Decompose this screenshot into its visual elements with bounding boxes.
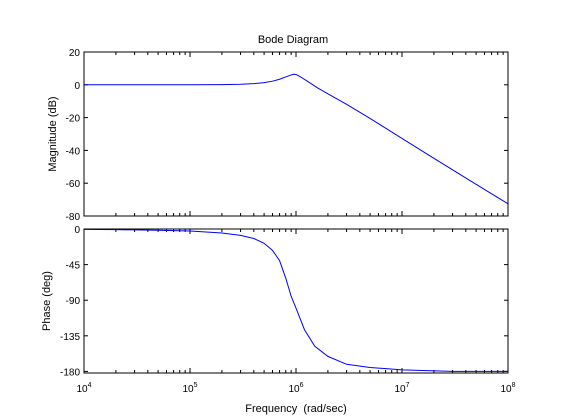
tick-exponent: 8: [512, 382, 516, 389]
magnitude-plot: 20 0 -20 -40 -60 -80 Magnitude (dB): [47, 48, 509, 223]
magnitude-y-tick-labels: 20 0 -20 -40 -60 -80: [66, 48, 81, 223]
phase-plot-frame: [83, 228, 509, 374]
magnitude-plot-area: [84, 52, 508, 216]
phase-plot-area: [84, 229, 508, 373]
phase-series-line: [83, 228, 508, 372]
magnitude-plot-frame: [83, 51, 509, 217]
tick-exponent: 5: [194, 382, 198, 389]
magnitude-y-tick-label: -20: [66, 114, 81, 125]
magnitude-y-axis-label: Magnitude (dB): [47, 96, 59, 171]
tick-base: 10: [182, 384, 194, 395]
tick-base: 10: [394, 384, 406, 395]
phase-y-tick-labels: 0 -45 -90 -135 -180: [60, 225, 80, 378]
tick-base: 10: [500, 384, 512, 395]
x-axis-label: Frequency (rad/sec): [245, 403, 346, 415]
magnitude-y-tick-label: -40: [66, 146, 81, 157]
magnitude-y-tick-label: -80: [66, 212, 81, 223]
phase-plot: 0-45-90-135-180 104 105 106 107 108 Phase (d…: [41, 225, 516, 415]
magnitude-y-tick-label: 20: [69, 48, 81, 59]
magnitude-y-tick-label: -60: [66, 179, 81, 190]
phase-y-tick-label: -135: [60, 332, 80, 343]
frequency-tick-label: 106: [288, 382, 303, 395]
frequency-tick-label: 105: [182, 382, 197, 395]
frequency-tick-label: 107: [394, 382, 409, 395]
tick-base: 10: [288, 384, 300, 395]
tick-base: 10: [76, 384, 88, 395]
phase-y-tick-label: 0: [74, 225, 80, 236]
phase-y-tick-label: -45: [66, 261, 81, 272]
phase-y-axis-label: Phase (deg): [41, 271, 53, 331]
magnitude-series-line: [84, 73, 509, 205]
chart-title: Bode Diagram: [258, 34, 328, 46]
tick-exponent: 4: [88, 382, 92, 389]
tick-exponent: 7: [406, 382, 410, 389]
frequency-tick-label: 108: [500, 382, 515, 395]
phase-y-tick-label: -90: [66, 296, 81, 307]
tick-exponent: 6: [300, 382, 304, 389]
magnitude-y-tick-label: 0: [74, 81, 80, 92]
frequency-tick-label: 104: [76, 382, 91, 395]
frequency-tick-labels: 104 105 106 107 108: [76, 382, 515, 395]
phase-y-tick-label: -180: [60, 367, 80, 378]
